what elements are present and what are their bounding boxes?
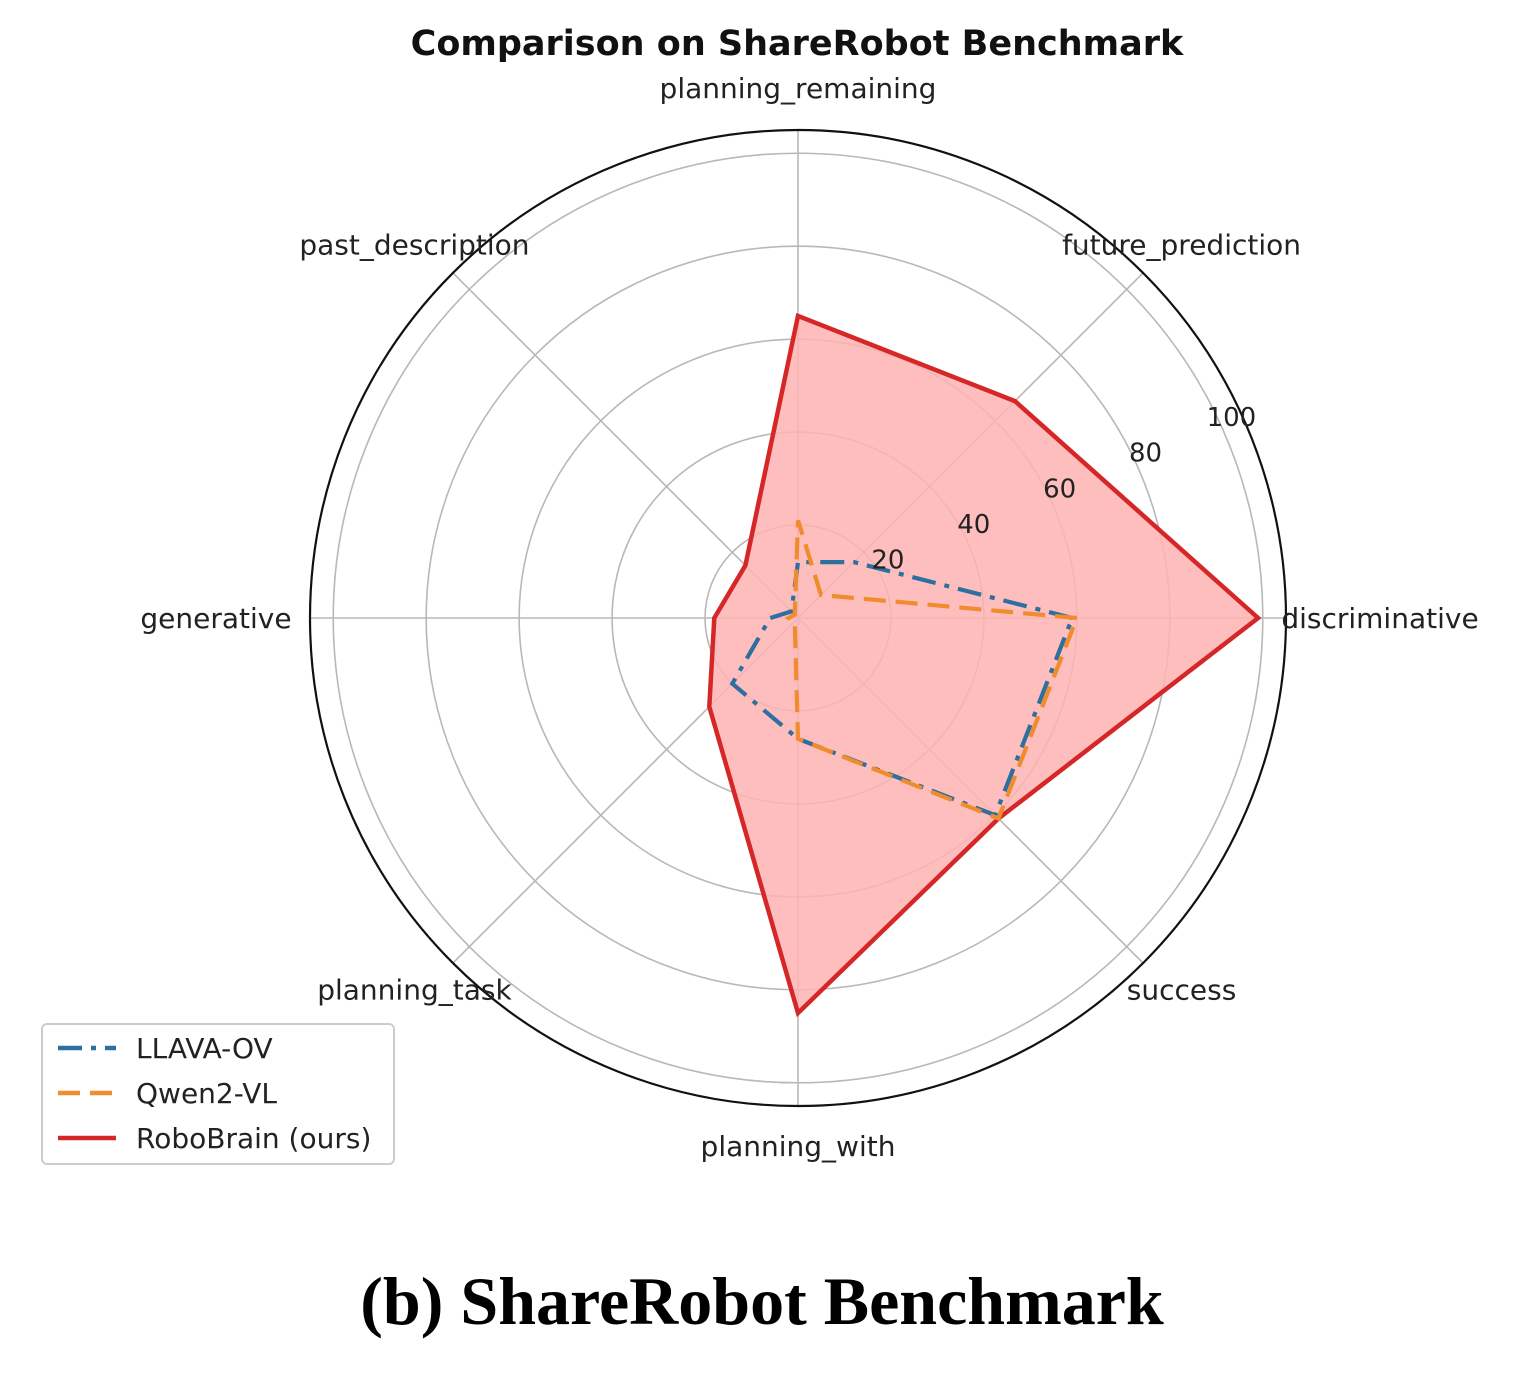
axis-label-planning-with: planning_with <box>701 1130 896 1163</box>
axis-label-planning-task: planning_task <box>317 974 512 1007</box>
r-tick-label-20: 20 <box>871 545 904 575</box>
r-tick-label-60: 60 <box>1043 474 1076 504</box>
series-line-robobrain-ours <box>707 312 1262 1018</box>
legend-label-llava-ov: LLAVA-OV <box>136 1032 273 1065</box>
outer-frame <box>308 128 1288 1108</box>
legend-box <box>41 1023 395 1165</box>
axis-label-generative: generative <box>140 602 291 635</box>
chart-title: Comparison on ShareRobot Benchmark <box>411 24 1184 64</box>
r-tick-label-100: 100 <box>1207 403 1257 433</box>
axis-label-success: success <box>1127 974 1237 1007</box>
figure-caption: (b) ShareRobot Benchmark <box>360 1263 1164 1339</box>
legend: LLAVA-OV Qwen2-VL RoboBrain (ours) <box>41 1023 395 1165</box>
radar-chart: discriminative future_prediction planning_… <box>41 24 1479 1165</box>
axis-label-past-description: past_description <box>299 228 529 261</box>
axis-label-planning-remaining: planning_remaining <box>660 72 937 105</box>
radar-series <box>707 312 1262 1018</box>
r-tick-label-80: 80 <box>1129 439 1162 469</box>
spoke-past_description <box>452 272 799 619</box>
axis-label-future-prediction: future_prediction <box>1062 228 1301 261</box>
axis-label-discriminative: discriminative <box>1281 602 1478 635</box>
legend-label-qwen2-vl: Qwen2-VL <box>136 1077 277 1110</box>
radar-labels: discriminative future_prediction planning_… <box>140 72 1478 1163</box>
r-tick-label-40: 40 <box>957 510 990 540</box>
series-area-robobrain-ours <box>709 315 1259 1013</box>
series-line-llava-ov <box>729 559 1076 818</box>
legend-label-robobrain-ours: RoboBrain (ours) <box>136 1122 371 1155</box>
